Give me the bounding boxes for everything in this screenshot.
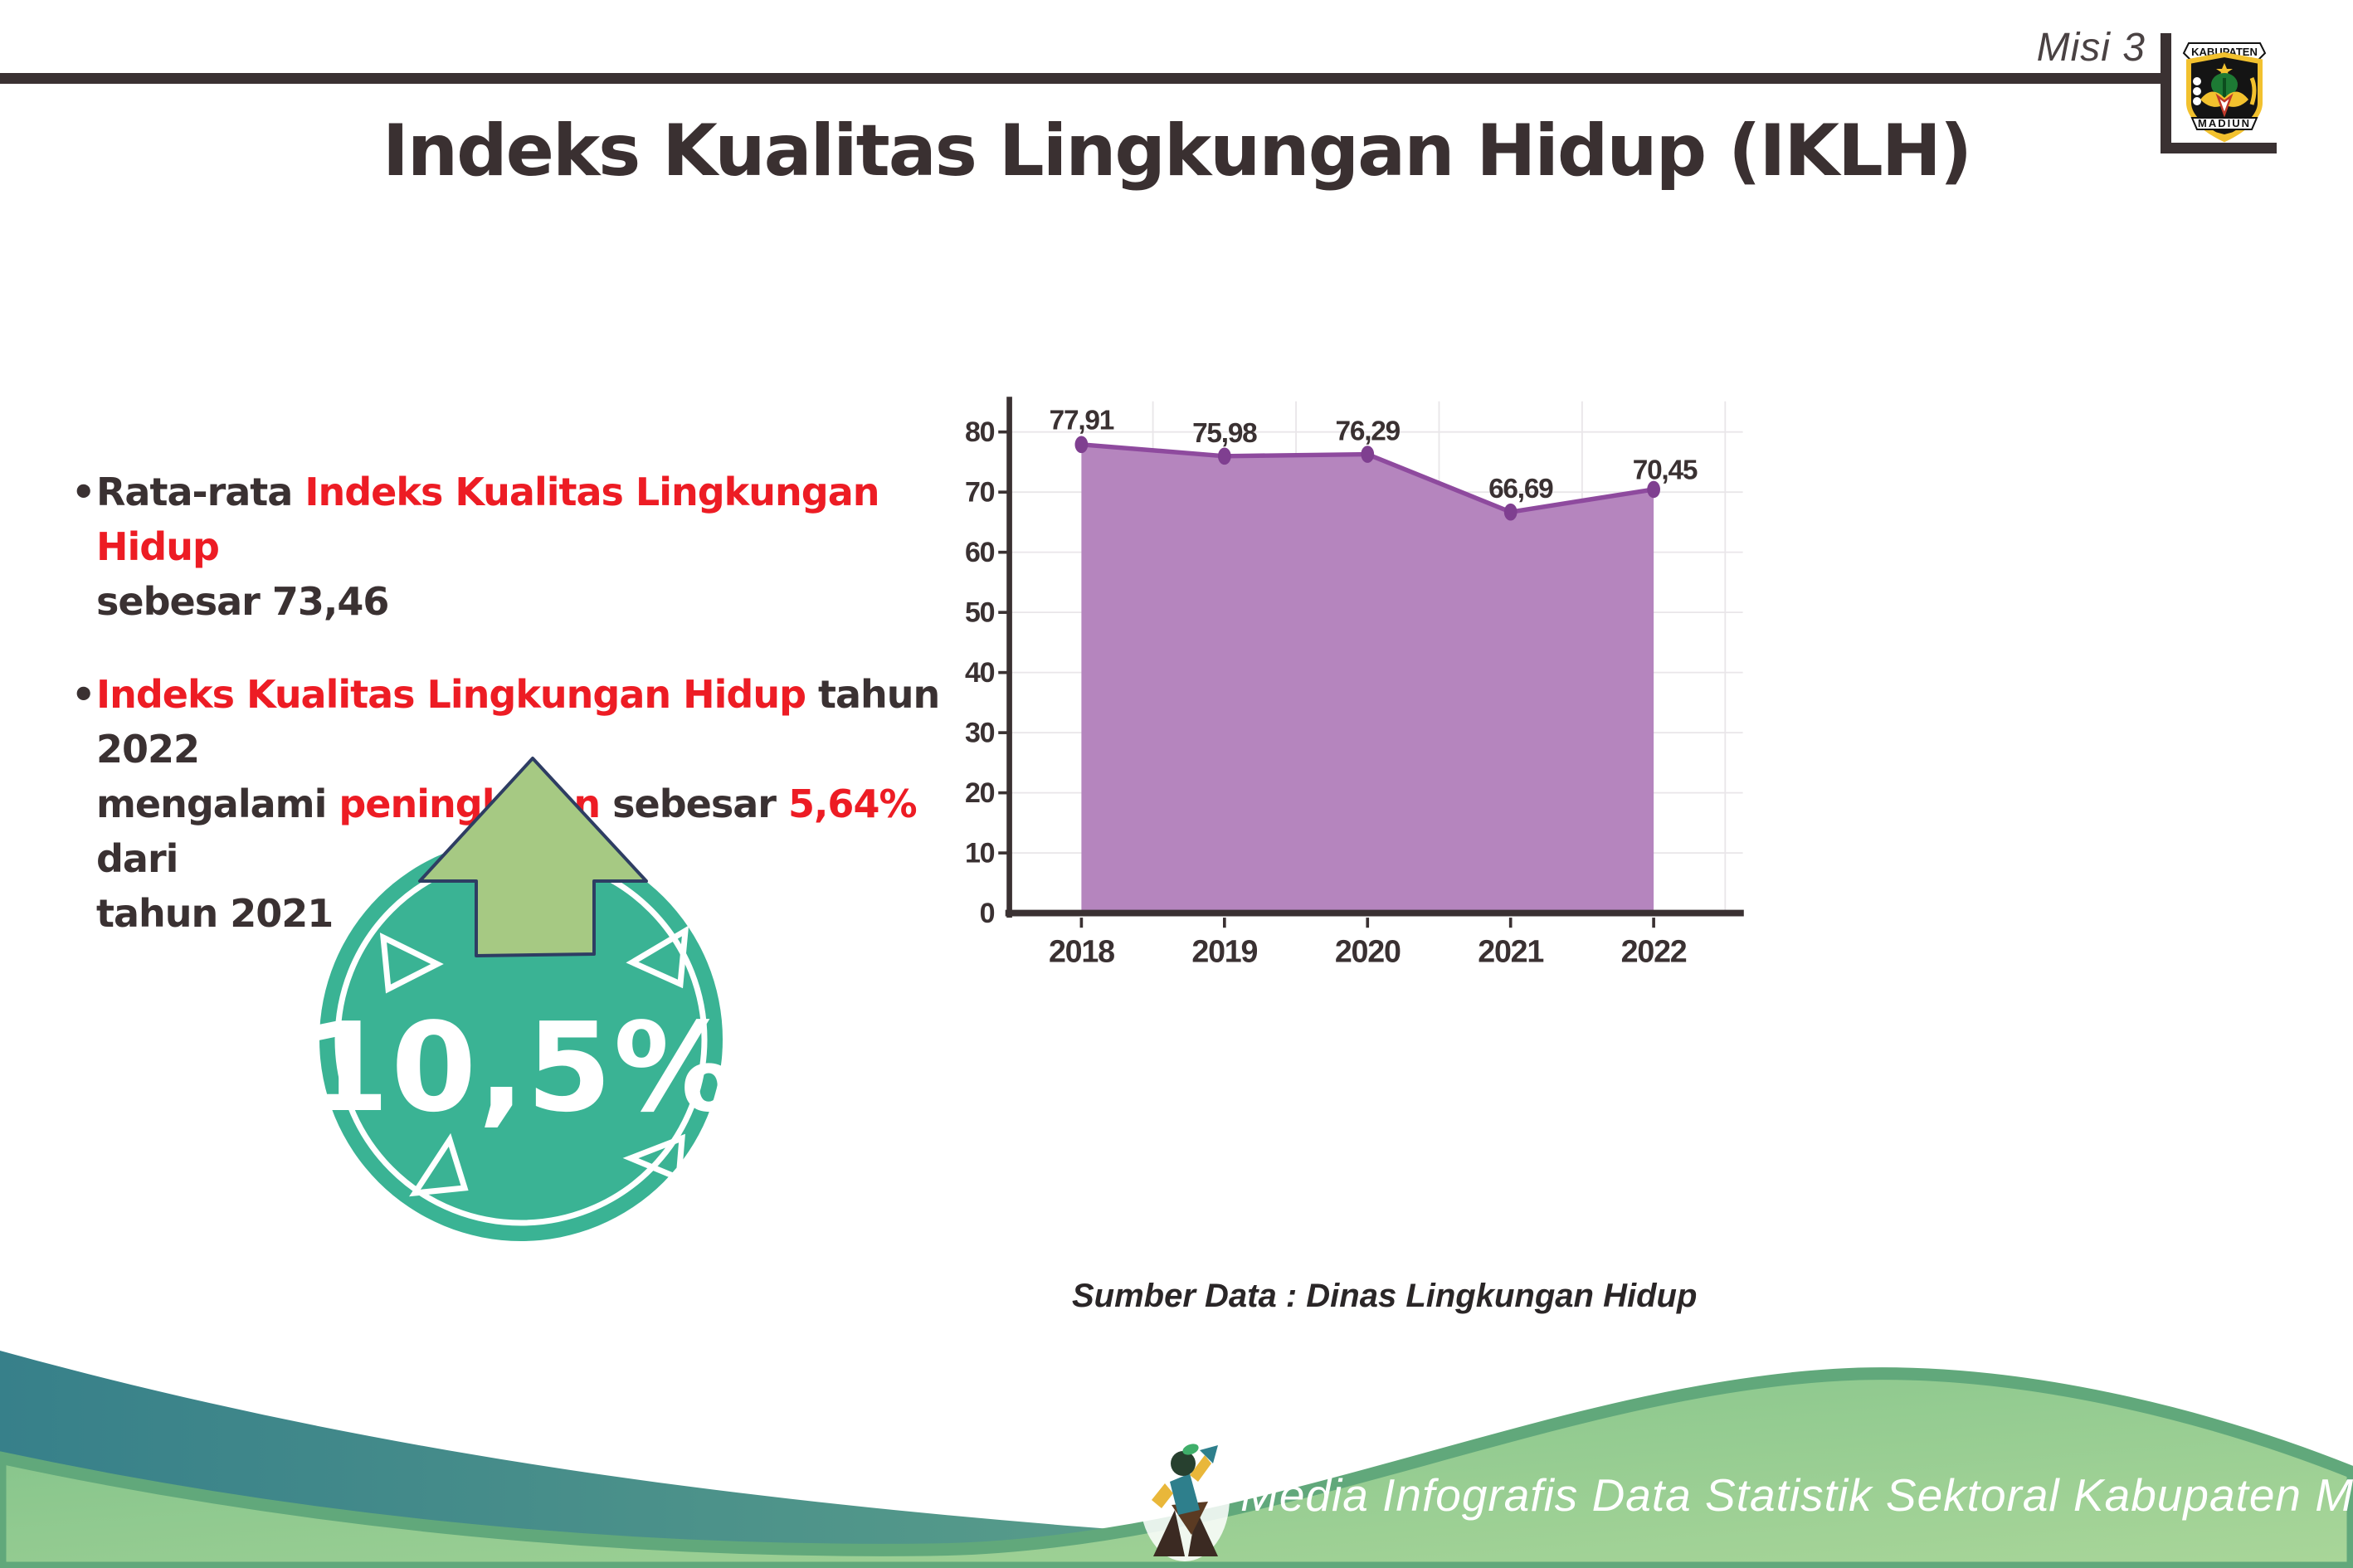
data-point-label: 75,98 — [1192, 418, 1257, 449]
x-axis-year-label: 2018 — [1049, 934, 1114, 969]
data-point — [1647, 480, 1660, 499]
y-axis-label: 60 — [965, 537, 995, 568]
data-point-label: 70,45 — [1633, 455, 1698, 486]
crest-bottom-banner-text: MADIUN — [2198, 117, 2251, 129]
y-axis-label: 50 — [965, 597, 995, 629]
footer-waves — [0, 1351, 2353, 1568]
y-axis-label: 30 — [965, 718, 995, 749]
spark-triangle-icon — [622, 1133, 685, 1183]
x-axis-year-label: 2020 — [1335, 934, 1401, 969]
header-rule — [0, 73, 2165, 84]
bullet2-text2: mengalami — [96, 782, 339, 826]
data-point — [1503, 503, 1518, 521]
x-axis-year-label: 2021 — [1478, 934, 1543, 969]
spark-triangle-icon — [626, 925, 689, 989]
area-fill — [1081, 444, 1654, 913]
bullet2-highlight3: 5,64% — [787, 782, 918, 826]
bullet2-text4: dari — [96, 836, 178, 881]
page-title: Indeks Kualitas Lingkungan Hidup (IKLH) — [382, 110, 1972, 192]
bullet1-highlight: Indeks Kualitas Lingkungan Hidup — [96, 470, 879, 569]
x-axis-year-label: 2022 — [1621, 934, 1687, 969]
footer-credit-text: Media Infografis Data Statistik Sektoral… — [1240, 1469, 2353, 1521]
x-axis-year-label: 2019 — [1191, 934, 1257, 969]
green-hill-wave — [0, 1367, 2353, 1568]
bullet2-line3: tahun 2021 — [96, 891, 334, 936]
iklh-area-chart: 0 10 20 30 40 50 60 70 80 2018 2019 2020 2021 2022 77,… — [965, 397, 1744, 969]
badge-circle — [319, 838, 723, 1241]
bullet2-text1: tahun 2022 — [96, 672, 940, 772]
y-axis-label: 70 — [965, 477, 995, 509]
logo-bracket-vertical — [2161, 33, 2171, 153]
increase-badge: 10,5% — [307, 757, 738, 1241]
spark-triangle-icon — [409, 1132, 469, 1197]
bullet1-text: Rata-rata — [96, 470, 305, 514]
summary-bullets: Rata-rata Indeks Kualitas Lingkungan Hid… — [71, 465, 1001, 941]
data-point-label: 77,91 — [1050, 406, 1114, 436]
statistics-mascot-logo — [1140, 1435, 1230, 1561]
data-source-note: Sumber Data : Dinas Lingkungan Hidup — [1072, 1278, 1698, 1314]
up-arrow-icon — [418, 757, 648, 957]
data-point — [1361, 446, 1375, 463]
y-axis-label: 0 — [980, 898, 995, 929]
spark-triangle-icon — [379, 933, 444, 994]
data-point-label: 76,29 — [1336, 416, 1401, 447]
bullet-average-iklh: Rata-rata Indeks Kualitas Lingkungan Hid… — [71, 465, 1001, 629]
crest-star-icon — [2216, 63, 2233, 78]
bullet2-highlight1: Indeks Kualitas Lingkungan Hidup — [96, 672, 806, 717]
kabupaten-madiun-crest-logo: KABUPATEN MADIUN — [2182, 42, 2267, 143]
bullet2-text3: sebesar — [600, 782, 788, 826]
y-axis-label: 10 — [965, 838, 995, 869]
data-point — [1074, 436, 1089, 454]
y-axis-label: 40 — [965, 657, 995, 689]
data-point — [1217, 447, 1231, 465]
y-axis-label: 20 — [965, 777, 995, 809]
bullet1-line2: sebesar 73,46 — [96, 579, 389, 624]
mission-label: Misi 3 — [2036, 26, 2146, 70]
badge-percentage-value: 10,5% — [307, 996, 738, 1139]
y-axis-label: 80 — [965, 416, 995, 448]
teal-wave — [0, 1351, 2353, 1568]
crest-top-banner-text: KABUPATEN — [2191, 46, 2258, 58]
data-point-label: 66,69 — [1488, 474, 1553, 504]
logo-bracket-horizontal — [2161, 143, 2277, 153]
